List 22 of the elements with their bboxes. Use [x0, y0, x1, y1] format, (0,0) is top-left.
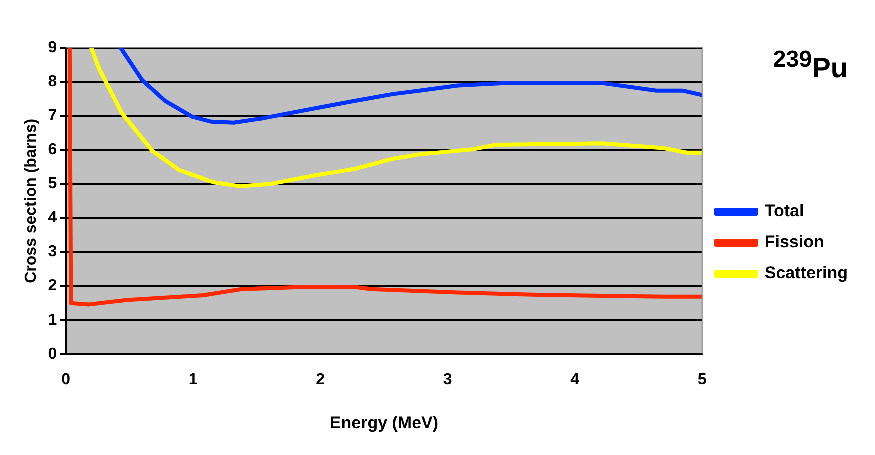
x-tick-label: 3: [443, 371, 452, 388]
legend-label: Total: [764, 202, 804, 221]
y-tick-label: 3: [48, 244, 58, 261]
x-tick-label: 5: [698, 371, 707, 388]
y-tick-label: 0: [48, 346, 58, 363]
y-tick-label: 5: [48, 176, 58, 193]
y-axis-title: Cross section (barns): [23, 118, 40, 284]
y-tick-label: 7: [48, 107, 58, 124]
x-tick-label: 2: [316, 371, 326, 388]
y-tick-label: 1: [48, 312, 58, 329]
x-tick-label: 1: [188, 371, 198, 388]
y-tick-label: 8: [48, 73, 58, 90]
legend-label: Scattering: [764, 264, 848, 283]
x-tick-label: 0: [62, 371, 71, 388]
y-tick-label: 4: [48, 210, 58, 227]
text: $^{239}$Pu: [773, 46, 848, 84]
x-axis-title: Energy (MeV): [330, 413, 439, 432]
y-tick-label: 9: [48, 39, 58, 56]
legend-label: Fission: [764, 232, 824, 252]
y-tick-label: 6: [48, 142, 58, 159]
y-tick-label: 2: [48, 278, 58, 295]
x-tick-label: 4: [570, 371, 580, 388]
